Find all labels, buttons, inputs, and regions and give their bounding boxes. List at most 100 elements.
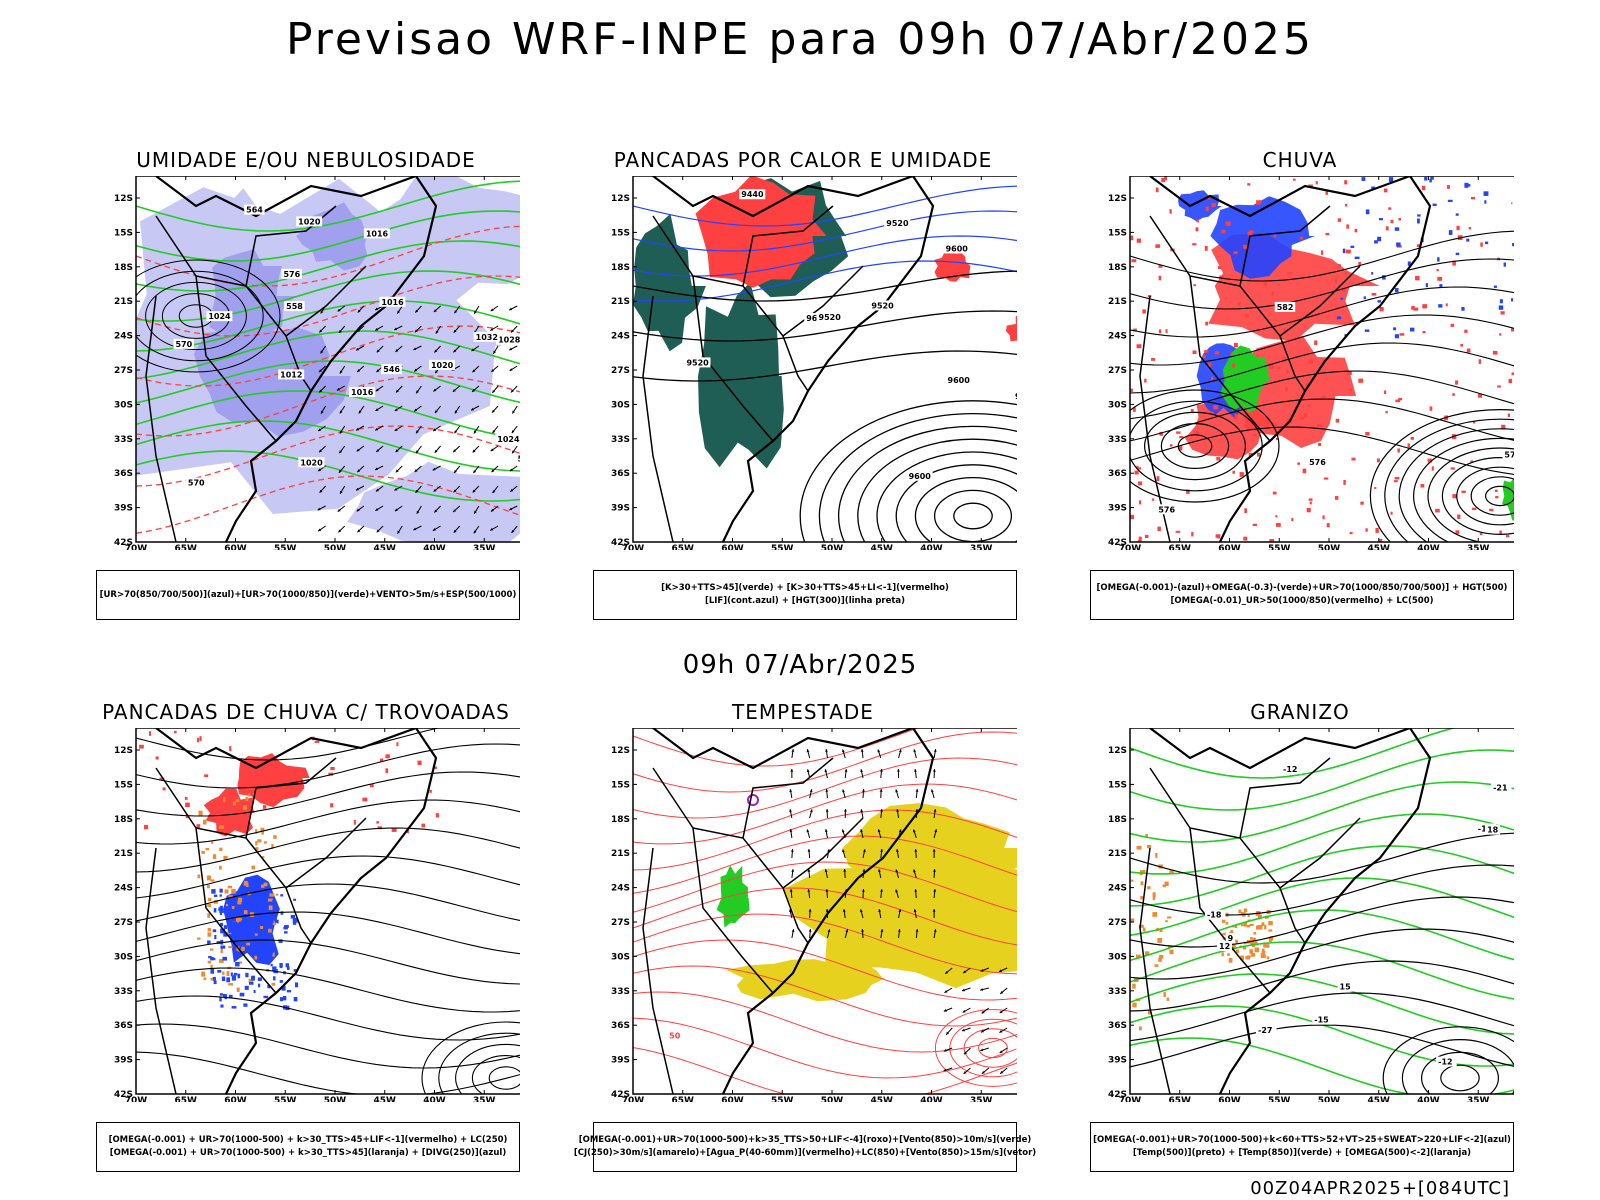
convective-speck <box>271 982 276 986</box>
convective-speck <box>232 801 236 806</box>
lat-tick-label: 27S <box>114 366 133 376</box>
streamline <box>1130 286 1514 338</box>
border-line <box>145 847 177 1094</box>
divergence-speck <box>218 907 224 911</box>
lat-tick-label: 27S <box>114 918 133 928</box>
thunderstorm-speck <box>139 744 144 749</box>
wind-vector <box>879 768 883 779</box>
wind-vector <box>320 405 327 415</box>
rain-speck <box>1479 532 1483 536</box>
legend-line: [OMEGA(-0.001)-(azul)+OMEGA(-0.3)-(verde… <box>1096 583 1508 593</box>
omega-speck <box>1485 241 1489 245</box>
omega-speck <box>1264 924 1267 930</box>
divergence-speck <box>273 906 276 910</box>
legend-line: [OMEGA(-0.001)+UR>70(1000-500)+k<60+TTS>… <box>1093 1135 1511 1145</box>
wind-vector <box>433 505 441 513</box>
wind-vector <box>375 485 384 492</box>
vector-head <box>339 430 343 434</box>
vector-head <box>413 347 417 351</box>
convective-speck <box>223 797 226 803</box>
omega-speck <box>1268 937 1272 942</box>
convective-speck <box>235 916 241 922</box>
contour-label-bg <box>473 331 500 342</box>
map-layers: 5050 <box>633 728 1017 1094</box>
rain-speck <box>1334 496 1339 500</box>
vector-head <box>825 749 828 752</box>
rain-speck <box>1299 416 1305 420</box>
border-line <box>1189 275 1271 442</box>
wind-vector <box>415 385 422 394</box>
rain-speck <box>1344 180 1348 185</box>
vector-head <box>509 468 513 472</box>
divergence-speck <box>253 948 258 952</box>
wind-vector <box>842 749 846 759</box>
border-line <box>642 847 674 1094</box>
wind-vector <box>433 485 441 493</box>
wind-vector <box>318 325 326 333</box>
vector-head <box>414 408 418 412</box>
vector-head <box>943 1048 947 1052</box>
vector-head <box>880 929 884 932</box>
wind-vector <box>415 425 422 434</box>
lat-tick-label: 39S <box>114 504 133 514</box>
green-contour <box>136 420 520 472</box>
omega-speck <box>1159 954 1164 959</box>
legend-box: [OMEGA(-0.001)-(azul)+OMEGA(-0.3)-(verde… <box>1090 570 1514 620</box>
vector-head <box>318 428 322 431</box>
vector-head <box>825 889 829 892</box>
border-line <box>1149 215 1361 338</box>
lat-tick-label: 30S <box>1108 952 1127 962</box>
rain-speck <box>1215 534 1220 538</box>
lon-tick-label: 35W <box>473 544 496 550</box>
wind-vector <box>394 485 403 491</box>
vector-head <box>878 909 882 912</box>
lon-tick-label: 45W <box>1368 1096 1391 1102</box>
divergence-speck <box>290 914 296 919</box>
wind-vector <box>318 365 326 373</box>
rain-speck <box>1457 514 1461 519</box>
rain-speck <box>1271 291 1274 296</box>
lon-tick-label: 50W <box>324 544 347 550</box>
divergence-speck <box>210 956 214 961</box>
wind-vector <box>860 829 864 839</box>
thunderstorm-speck <box>435 813 439 818</box>
lat-tick-label: 24S <box>611 332 630 342</box>
vector-head <box>809 809 813 813</box>
rain-speck <box>1315 181 1318 185</box>
map-layers: 1016 1012 1016 1020 1020 1016 1020 1024 1024 1028… <box>136 176 520 542</box>
convective-speck <box>224 889 229 894</box>
rain-speck <box>1273 234 1277 238</box>
panel-title: GRANIZO <box>1250 700 1350 724</box>
divergence-speck <box>243 923 247 929</box>
wind-vector <box>791 869 795 879</box>
thunderstorm-speck <box>263 774 268 779</box>
wind-vector <box>414 325 422 333</box>
divergence-speck <box>260 893 264 898</box>
omega-speck <box>1152 896 1156 900</box>
wind-vector <box>933 829 938 839</box>
vector-head <box>356 448 360 452</box>
vector-head <box>943 1009 947 1012</box>
coastline <box>1149 176 1432 542</box>
wind-vector <box>933 868 936 879</box>
convective-speck <box>226 971 230 977</box>
wind-vector <box>432 525 441 532</box>
contour-label-bg <box>281 268 302 279</box>
wind-vector <box>944 987 953 994</box>
instability-lifted <box>1006 315 1017 342</box>
vector-head <box>878 869 881 873</box>
convective-speck <box>255 847 259 851</box>
vector-head <box>895 869 899 873</box>
divergence-speck <box>237 973 241 979</box>
divergence-speck <box>214 934 217 940</box>
rain-speck <box>1176 431 1181 434</box>
rain-speck <box>1134 470 1139 475</box>
rain-speck <box>1192 350 1197 355</box>
border-line <box>1279 335 1306 392</box>
lon-tick-label: 55W <box>1268 544 1291 550</box>
rain-speck <box>1275 515 1278 518</box>
omega-speck <box>1166 997 1170 1001</box>
omega-speck <box>1483 191 1489 196</box>
omega-speck <box>1410 327 1415 332</box>
